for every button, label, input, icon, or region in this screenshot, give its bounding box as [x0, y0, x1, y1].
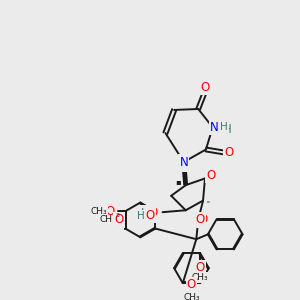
Text: O: O [115, 213, 124, 226]
Text: O: O [187, 278, 196, 291]
Text: H: H [223, 123, 232, 136]
Text: O: O [201, 80, 211, 93]
Text: H: H [141, 207, 150, 220]
Text: O: O [224, 146, 234, 159]
Text: CH₃: CH₃ [192, 273, 208, 282]
Text: CH: CH [99, 215, 112, 224]
Text: O: O [148, 206, 158, 219]
Text: N: N [178, 158, 186, 170]
Text: CH₃: CH₃ [183, 292, 200, 300]
Text: N: N [210, 121, 219, 134]
Text: H: H [220, 122, 228, 132]
Text: ᵒ: ᵒ [206, 200, 209, 206]
Text: O: O [200, 81, 210, 94]
Text: O: O [206, 168, 215, 181]
Text: ▪: ▪ [175, 177, 181, 186]
Text: O: O [105, 205, 115, 218]
Text: O: O [198, 213, 208, 226]
Text: O: O [224, 146, 234, 159]
Text: 3: 3 [115, 213, 119, 218]
Text: ᶴ: ᶴ [194, 220, 195, 226]
Text: N: N [213, 123, 222, 136]
Text: O: O [196, 213, 205, 226]
Text: CH₃: CH₃ [91, 207, 108, 216]
Text: H: H [137, 211, 145, 221]
Text: N: N [179, 155, 188, 169]
Text: O: O [206, 169, 215, 182]
Text: O: O [146, 208, 154, 222]
Text: O: O [196, 261, 205, 274]
